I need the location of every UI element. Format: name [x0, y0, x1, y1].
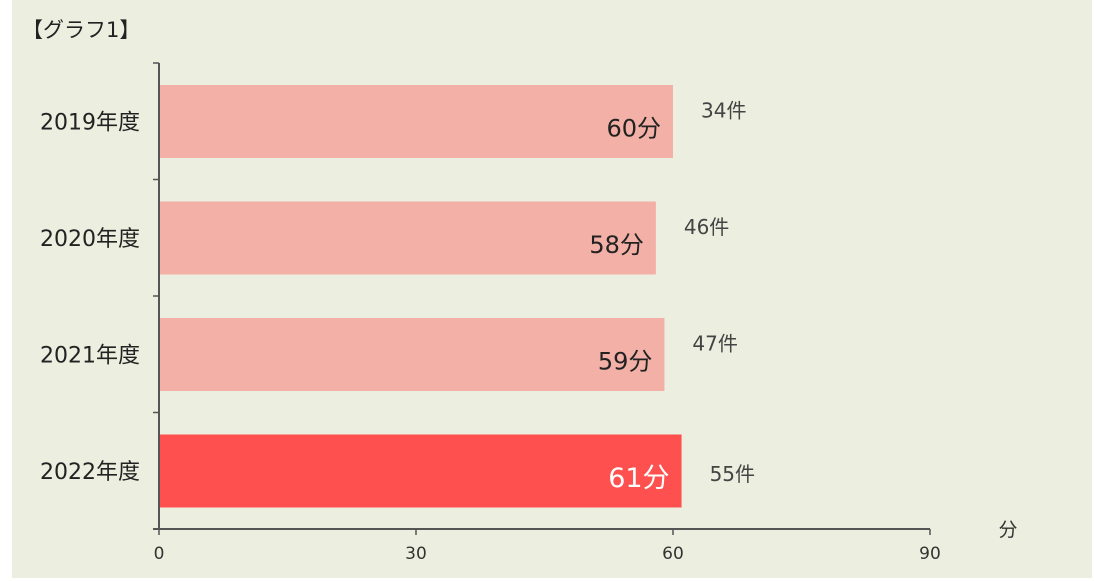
count-label: 55件 [710, 462, 755, 486]
x-tick-label: 0 [154, 544, 165, 564]
bar-3 [159, 434, 682, 508]
x-tick-label: 60 [662, 544, 684, 564]
category-label: 2022年度 [40, 460, 140, 485]
x-tick-label: 90 [919, 544, 941, 564]
value-label: 60分 [606, 115, 661, 143]
bar-0 [159, 85, 673, 158]
count-label: 46件 [684, 215, 729, 239]
value-label: 58分 [589, 231, 644, 259]
value-label: 61分 [608, 463, 669, 494]
category-label: 2020年度 [40, 227, 140, 252]
count-label: 47件 [692, 332, 737, 356]
category-label: 2021年度 [40, 344, 140, 369]
value-label: 59分 [598, 348, 653, 376]
bar-2 [159, 318, 665, 391]
x-axis-unit-label: 分 [998, 519, 1017, 541]
bar-1 [159, 201, 656, 275]
category-label: 2019年度 [40, 111, 140, 136]
count-label: 34件 [701, 99, 746, 123]
chart-title: 【グラフ1】 [22, 18, 141, 42]
x-tick-label: 30 [405, 544, 427, 564]
